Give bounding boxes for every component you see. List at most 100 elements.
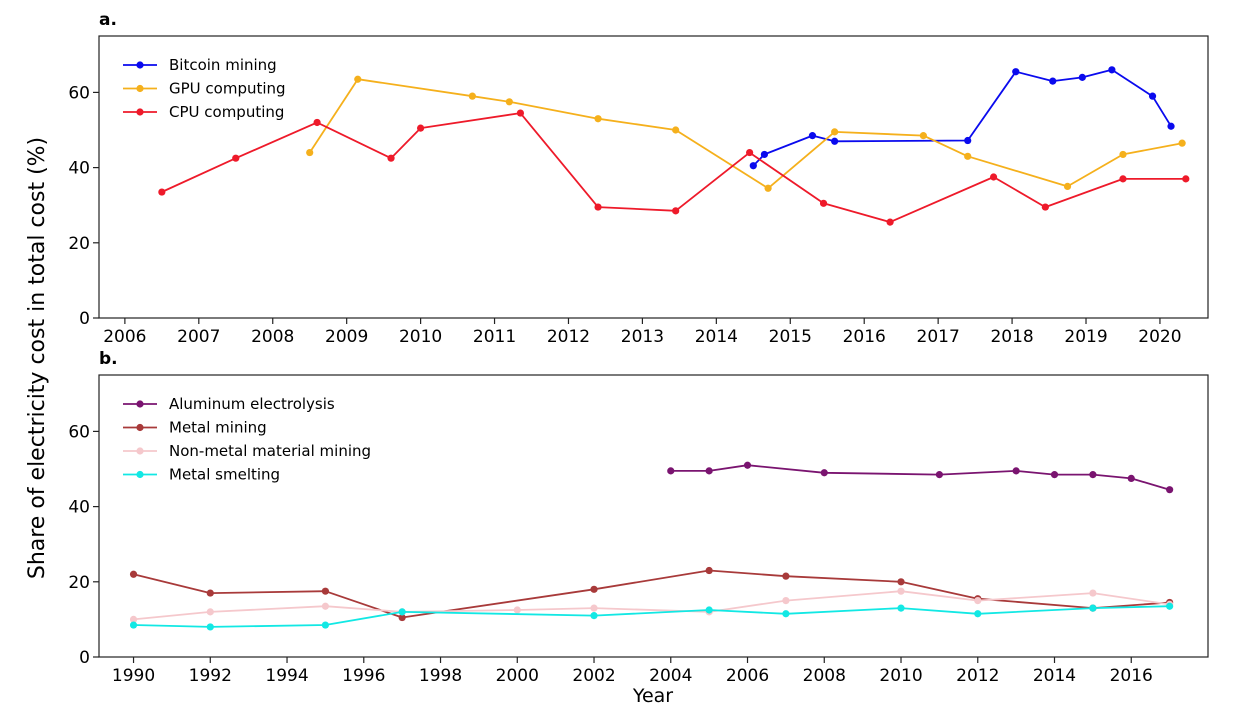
data-point-metal-smelting (974, 610, 982, 618)
legend-swatch-marker (136, 470, 144, 479)
legend-label: Aluminum electrolysis (169, 395, 335, 413)
series-line-bitcoin-mining (752, 68, 1172, 167)
data-point-metal-mining (398, 613, 406, 622)
y-tick-label: 20 (68, 573, 90, 593)
data-point-aluminum-electrolysis (667, 467, 675, 475)
x-tick-label: 2020 (1138, 327, 1181, 347)
x-tick-label: 2018 (990, 327, 1033, 347)
data-point-cpu-computing (1119, 175, 1127, 183)
y-tick-label: 0 (79, 648, 90, 668)
legend-label: GPU computing (169, 80, 286, 98)
data-point-cpu-computing (158, 188, 166, 196)
data-point-non-metal-material-mining (782, 597, 790, 605)
x-tick-label: 2010 (399, 327, 442, 347)
panel-a-chart: a. 2006 2007 2008 2009 2010 2011 2012 2013 2014 20… (68, 10, 1209, 347)
y-tick-label: 40 (68, 159, 90, 179)
data-point-gpu-computing (919, 132, 927, 140)
data-point-bitcoin-mining (808, 132, 817, 140)
legend-entry-bitcoin-mining: Bitcoin mining (123, 56, 277, 74)
data-point-cpu-computing (886, 218, 894, 226)
data-point-cpu-computing (417, 124, 425, 132)
legend-entry-aluminum-electrolysis: Aluminum electrolysis (123, 395, 335, 413)
data-point-gpu-computing (831, 128, 839, 136)
x-tick-label: 2006 (726, 666, 769, 686)
x-tick-label: 1996 (342, 666, 385, 686)
data-point-gpu-computing (672, 126, 680, 134)
x-tick-label: 2000 (496, 666, 539, 686)
data-point-metal-mining (321, 587, 330, 595)
legend-entry-metal-smelting: Metal smelting (123, 466, 280, 484)
legend-swatch-marker (136, 447, 144, 455)
data-point-metal-smelting (321, 621, 330, 629)
data-point-bitcoin-mining (831, 137, 839, 145)
axes-frame (98, 374, 1209, 658)
data-point-metal-smelting (1089, 604, 1097, 612)
x-tick-label: 2002 (572, 666, 615, 686)
data-point-metal-smelting (398, 608, 406, 616)
data-point-metal-mining (206, 589, 214, 597)
series-metal-smelting (129, 602, 1174, 631)
data-point-aluminum-electrolysis (935, 471, 943, 479)
series-non-metal-material-mining (129, 587, 1174, 624)
legend-swatch-marker (136, 423, 144, 432)
x-tick-label: 2014 (1033, 666, 1076, 686)
series-line-aluminum-electrolysis (670, 464, 1170, 491)
legend-swatch-marker (136, 84, 144, 93)
data-point-non-metal-material-mining (129, 615, 138, 624)
x-tick-label: 2016 (1110, 666, 1153, 686)
legend-label: Non-metal material mining (169, 442, 371, 460)
data-point-bitcoin-mining (760, 150, 769, 159)
legend-entry-non-metal-material-mining: Non-metal material mining (123, 442, 371, 460)
legend-entry-metal-mining: Metal mining (123, 419, 267, 437)
data-point-aluminum-electrolysis (705, 467, 713, 475)
data-point-non-metal-material-mining (206, 608, 214, 616)
y-tick-label: 0 (79, 309, 90, 329)
x-tick-label: 2012 (547, 327, 590, 347)
legend-entry-gpu-computing: GPU computing (123, 80, 286, 98)
x-axis-title: Year (632, 685, 673, 707)
data-point-aluminum-electrolysis (820, 469, 828, 477)
x-tick-label: 2010 (879, 666, 922, 686)
data-point-bitcoin-mining (964, 136, 972, 145)
legend-label: Bitcoin mining (169, 56, 277, 74)
data-point-gpu-computing (505, 98, 513, 106)
legend-entry-cpu-computing: CPU computing (123, 103, 284, 121)
data-point-bitcoin-mining (1049, 77, 1057, 85)
data-point-aluminum-electrolysis (1012, 467, 1020, 475)
legend-label: CPU computing (169, 103, 284, 121)
data-point-gpu-computing (594, 115, 602, 123)
y-tick-label: 60 (68, 422, 90, 442)
data-point-aluminum-electrolysis (1127, 474, 1135, 482)
y-tick-label: 20 (68, 234, 90, 254)
data-point-cpu-computing (313, 118, 321, 127)
series-gpu-computing (306, 75, 1186, 192)
x-tick-label: 2013 (621, 327, 664, 347)
data-point-metal-mining (705, 566, 713, 575)
data-point-metal-smelting (129, 621, 138, 629)
x-tick-label: 2011 (473, 327, 516, 347)
series-cpu-computing (158, 109, 1190, 226)
panel-b-chart: b. 1990 1992 1994 1996 1998 2000 2002 2004 2006 20… (68, 349, 1209, 686)
legend-swatch-marker (136, 61, 144, 69)
series-line-non-metal-material-mining (133, 590, 1170, 621)
x-tick-label: 2009 (325, 327, 368, 347)
data-point-cpu-computing (1041, 203, 1049, 211)
data-point-gpu-computing (1063, 182, 1072, 190)
legend-label: Metal smelting (169, 466, 280, 484)
data-point-gpu-computing (306, 148, 314, 157)
data-point-bitcoin-mining (1148, 92, 1157, 100)
legend-swatch-marker (136, 400, 144, 408)
y-tick-label: 40 (68, 498, 90, 518)
x-tick-label: 1994 (265, 666, 308, 686)
data-point-bitcoin-mining (1167, 122, 1175, 130)
data-point-bitcoin-mining (749, 162, 757, 170)
data-point-metal-smelting (1166, 602, 1174, 610)
data-point-non-metal-material-mining (974, 597, 982, 605)
data-point-metal-mining (782, 572, 790, 580)
legend-label: Metal mining (169, 419, 267, 437)
data-point-metal-smelting (206, 623, 214, 631)
x-tick-label: 2019 (1064, 327, 1107, 347)
data-point-metal-smelting (782, 610, 790, 618)
legend-swatch-marker (136, 108, 144, 116)
